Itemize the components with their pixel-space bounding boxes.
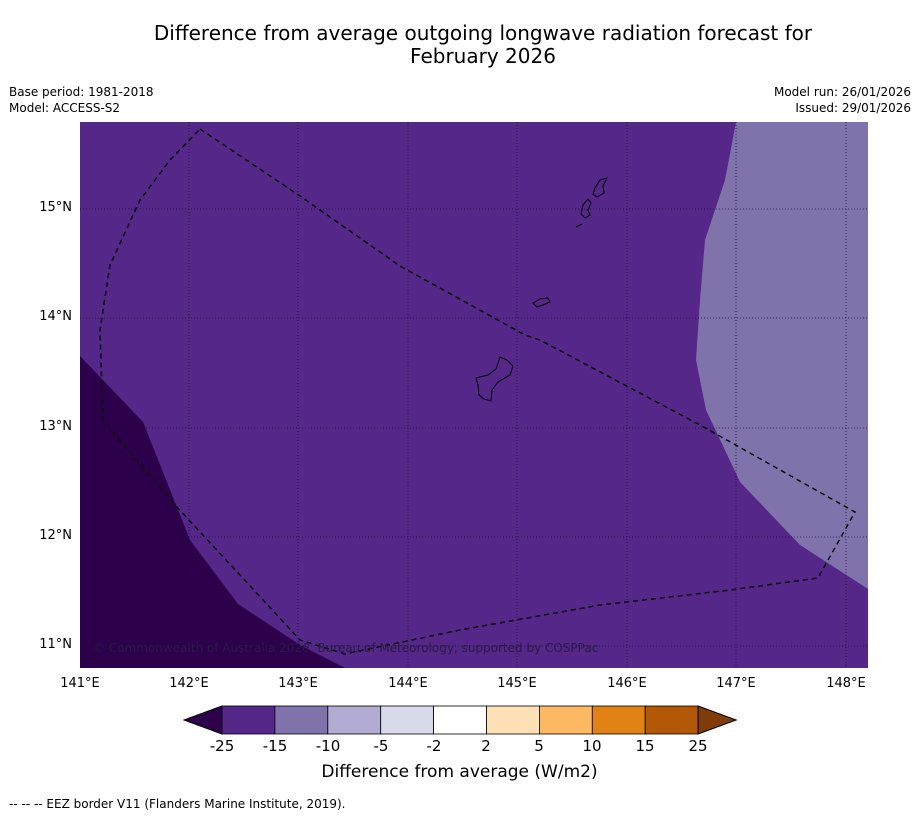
lon-label: 141°E [60, 676, 100, 691]
colorbar-tick: 25 [688, 737, 708, 755]
region-southwest [80, 356, 345, 668]
lon-label: 146°E [607, 676, 647, 691]
colorbar-segment [644, 705, 699, 735]
colorbar-segment [380, 705, 435, 735]
island-aguijan [575, 223, 583, 228]
colorbar-high-extend [697, 705, 738, 735]
colorbar-tick: 5 [534, 737, 544, 755]
colorbar-tick: -25 [209, 737, 235, 755]
colorbar-tick: -2 [426, 737, 442, 755]
title-line-1: Difference from average outgoing longwav… [153, 21, 813, 45]
colorbar-segment [274, 705, 329, 735]
base-period: Base period: 1981-2018 [9, 85, 154, 99]
islands [475, 177, 608, 402]
lon-label: 145°E [497, 676, 537, 691]
footnote: -- -- -- EEZ border V11 (Flanders Marine… [9, 797, 346, 811]
meta-left: Base period: 1981-2018 Model: ACCESS-S2 [9, 84, 154, 116]
lon-label: 147°E [716, 676, 756, 691]
lon-label: 144°E [388, 676, 428, 691]
colorbar-tick: 15 [635, 737, 655, 755]
eez-border [99, 128, 856, 655]
colorbar-segment [433, 705, 487, 735]
colorbar [182, 705, 738, 735]
chart-title: Difference from average outgoing longwav… [100, 22, 866, 68]
region-east [696, 122, 868, 589]
lat-label: 13°N [39, 419, 72, 434]
lat-label: 12°N [39, 528, 72, 543]
attribution: © Commonwealth of Australia 2026, Bureau… [93, 641, 599, 655]
lon-label: 142°E [169, 676, 209, 691]
island-guam [475, 356, 514, 402]
issued-date: Issued: 29/01/2026 [795, 101, 911, 115]
colorbar-segment [539, 705, 593, 735]
lon-label: 143°E [278, 676, 318, 691]
colorbar-segment [327, 705, 382, 735]
colorbar-tick: -10 [315, 737, 341, 755]
colorbar-segment [221, 705, 276, 735]
colorbar-tick: 10 [582, 737, 602, 755]
colorbar-low-extend [182, 705, 223, 735]
lon-label: 148°E [826, 676, 866, 691]
lat-label: 11°N [39, 637, 72, 652]
colorbar-segment [591, 705, 646, 735]
colorbar-tick: 2 [481, 737, 491, 755]
colorbar-tick: -15 [262, 737, 288, 755]
colorbar-segment [486, 705, 540, 735]
grid-lines [80, 122, 868, 668]
lat-label: 14°N [39, 309, 72, 324]
meta-right: Model run: 26/01/2026 Issued: 29/01/2026 [774, 84, 911, 116]
map-canvas [80, 122, 868, 668]
colorbar-label: Difference from average (W/m2) [321, 762, 598, 782]
model-name: Model: ACCESS-S2 [9, 101, 121, 115]
colorbar-tick: -5 [373, 737, 389, 755]
title-line-2: February 2026 [410, 44, 556, 68]
island-rota [532, 297, 551, 308]
island-tinian [580, 198, 592, 219]
model-run: Model run: 26/01/2026 [773, 85, 911, 99]
island-saipan [592, 177, 608, 198]
lat-label: 15°N [39, 200, 72, 215]
